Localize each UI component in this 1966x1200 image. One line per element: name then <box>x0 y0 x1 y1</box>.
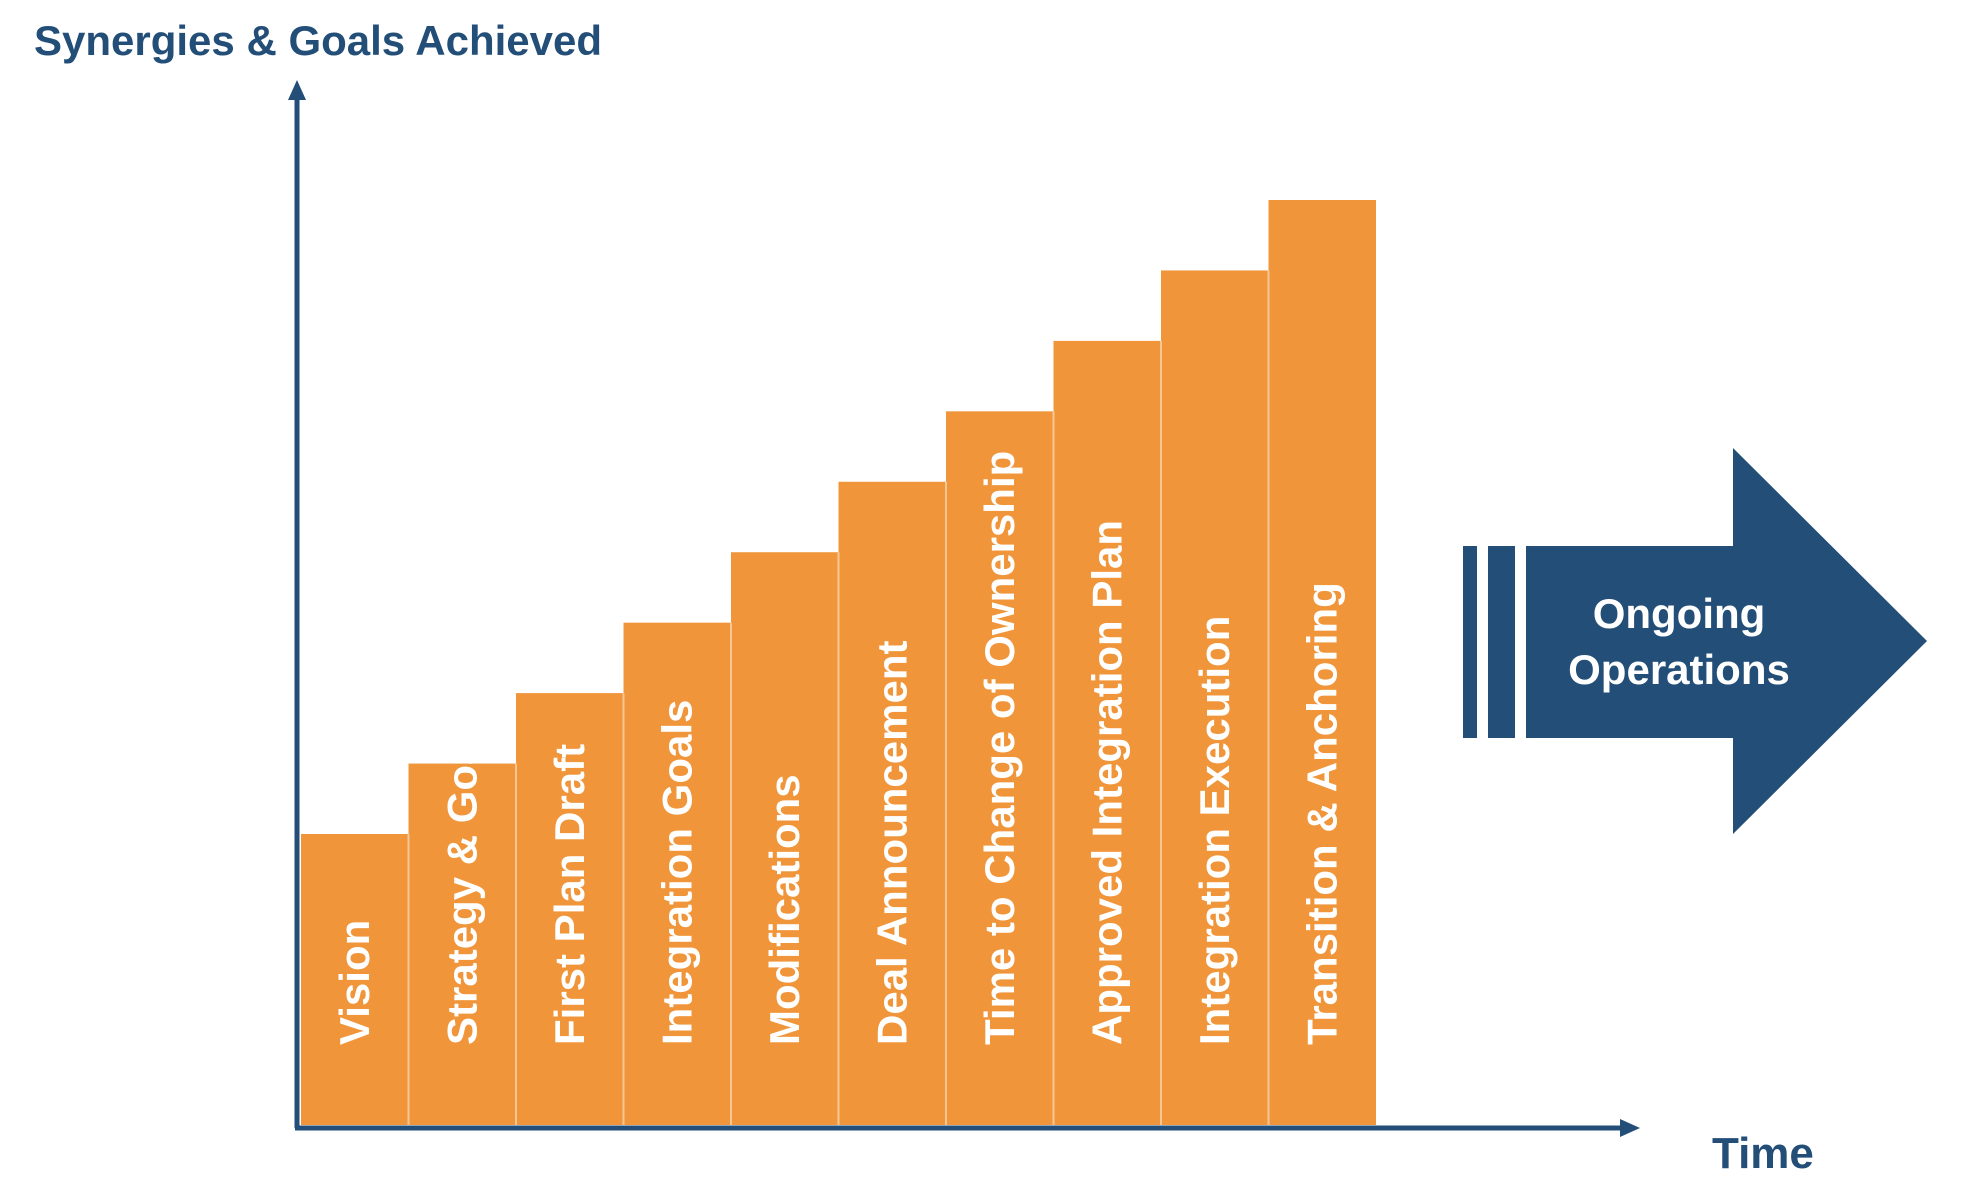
bar-label-5: Modifications <box>761 774 808 1045</box>
arrow-label-line2: Operations <box>1568 646 1790 693</box>
arrow-label-line1: Ongoing <box>1593 590 1766 637</box>
bar-label-3: First Plan Draft <box>546 744 593 1045</box>
bar-label-10: Transition & Anchoring <box>1298 582 1345 1045</box>
bar-label-2: Strategy & Goals <box>438 707 485 1045</box>
bar-label-7: Time to Change of Ownership <box>976 451 1023 1045</box>
bar-10 <box>1268 200 1376 1125</box>
bar-5 <box>731 552 839 1125</box>
ongoing-operations-arrow: Ongoing Operations <box>1463 448 1927 834</box>
bar-label-4: Integration Goals <box>653 700 700 1045</box>
x-axis-title: Time <box>1712 1129 1814 1178</box>
bar-1 <box>301 834 409 1125</box>
axes <box>288 80 1640 1137</box>
y-axis-arrowhead <box>288 80 306 100</box>
arrow-body <box>1526 448 1927 834</box>
arrow-stripe-1 <box>1463 546 1477 738</box>
x-axis-arrowhead <box>1620 1119 1640 1137</box>
bar-3 <box>516 693 624 1125</box>
bar-2 <box>408 763 516 1125</box>
bar-label-6: Deal Announcement <box>868 640 915 1045</box>
y-axis-title: Synergies & Goals Achieved <box>34 17 602 64</box>
bar-4 <box>623 622 731 1125</box>
bar-label-1: Vision <box>331 920 378 1045</box>
bar-8 <box>1053 340 1161 1125</box>
bar-label-8: Approved Integration Plan <box>1083 520 1130 1045</box>
bar-7 <box>946 411 1054 1125</box>
bar-label-9: Integration Execution <box>1191 616 1238 1045</box>
arrow-stripe-2 <box>1488 546 1515 738</box>
bar-6 <box>838 481 946 1125</box>
bar-group: Vision Strategy & Goals First Plan Draft In… <box>301 200 1376 1125</box>
bar-9 <box>1161 270 1269 1125</box>
